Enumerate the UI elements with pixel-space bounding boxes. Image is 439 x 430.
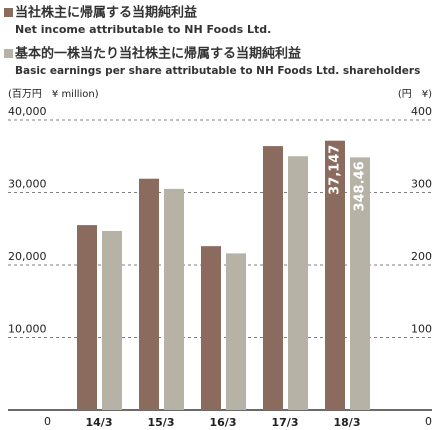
legend-label-en: Basic earnings per share attributable to… (15, 65, 420, 77)
bar (164, 188, 184, 410)
bar (325, 140, 345, 410)
y2-tick-label: 300 (411, 178, 432, 191)
y-tick-label: 10,000 (8, 323, 47, 336)
legend-label-en: Net income attributable to NH Foods Ltd. (15, 23, 271, 36)
y-tick-label: 0 (44, 415, 51, 428)
bar (350, 157, 370, 410)
y2-tick-label: 0 (425, 415, 432, 428)
y2-tick-label: 100 (411, 323, 432, 336)
bar (263, 146, 283, 410)
legend-swatch (4, 8, 13, 17)
legend-label: 当社株主に帰属する当期純利益 (15, 5, 197, 21)
bar (288, 156, 308, 410)
y-axis-label: (百万円 ¥ million) (8, 88, 99, 100)
data-label: 37,147 (328, 145, 343, 195)
x-tick-label: 18/3 (334, 416, 361, 429)
x-tick-label: 17/3 (272, 416, 299, 429)
bar (77, 225, 97, 410)
x-tick-label: 14/3 (86, 416, 113, 429)
bar (226, 253, 246, 410)
x-tick-label: 15/3 (148, 416, 175, 429)
x-tick-label: 16/3 (210, 416, 237, 429)
y2-tick-label: 400 (411, 105, 432, 118)
legend-swatch (4, 49, 13, 58)
bar (139, 178, 159, 410)
y2-axis-label: (円 ¥) (398, 89, 432, 100)
data-label: 348.46 (353, 161, 368, 211)
bar (201, 246, 221, 410)
y-tick-label: 20,000 (8, 250, 47, 263)
legend-label: 基本的一株当たり当社株主に帰属する当期純利益 (14, 46, 301, 62)
y2-tick-label: 200 (411, 250, 432, 263)
y-tick-label: 30,000 (8, 178, 47, 191)
y-tick-label: 40,000 (8, 105, 47, 118)
bar (102, 230, 122, 410)
